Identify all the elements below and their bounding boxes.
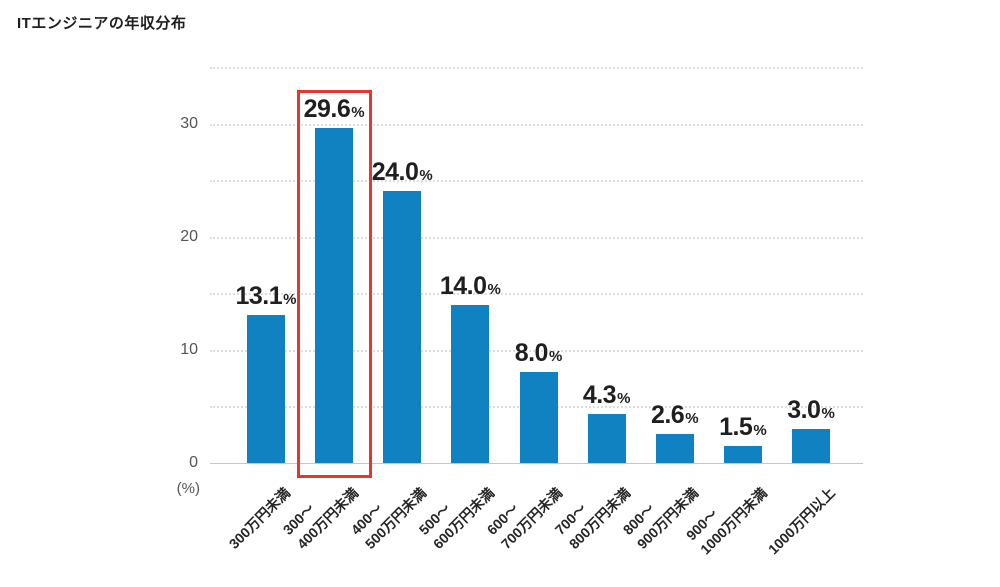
x-axis-category-label: 300〜 400万円未満 [278, 469, 362, 553]
gridline [210, 123, 863, 126]
bar-value-number: 1.5 [719, 413, 753, 442]
plot-area: (%) 0 10 20 30 13.1% 300万円未満 29.6% 300〜 400万円未満 2… [177, 67, 863, 557]
gridline [210, 236, 863, 239]
bar-value-percent-sign: % [685, 409, 699, 427]
bar-value-label: 29.6% [264, 95, 404, 127]
bar-value-number: 3.0 [787, 396, 821, 425]
gridline [210, 67, 863, 69]
y-axis-tick-label: 10 [180, 340, 198, 358]
bar [383, 191, 422, 463]
bar-value-label: 13.1% [196, 282, 336, 314]
chart-title: ITエンジニアの年収分布 [17, 15, 187, 32]
x-axis-category-label: 800〜 900万円未満 [619, 469, 703, 553]
bar-value-percent-sign: % [821, 405, 835, 423]
bar-value-number: 13.1 [235, 281, 283, 310]
x-axis-category-label: 500〜 600万円未満 [414, 469, 498, 553]
gridline [210, 349, 863, 352]
bar-value-label: 2.6% [605, 401, 745, 433]
bar-value-percent-sign: % [487, 280, 501, 298]
bar-value-percent-sign: % [419, 167, 433, 185]
bar [315, 128, 354, 463]
gridline [210, 180, 863, 183]
bar [792, 429, 830, 463]
bar-value-number: 8.0 [514, 339, 549, 368]
bar-value-number: 24.0 [371, 158, 419, 187]
bar-value-number: 4.3 [582, 381, 617, 410]
bar [723, 446, 762, 463]
highlight-box [296, 90, 372, 478]
bar-value-percent-sign: % [617, 390, 631, 408]
x-axis-category-label: 600〜 700万円未満 [482, 469, 566, 553]
bar-value-label: 8.0% [469, 339, 609, 371]
bar [587, 414, 626, 463]
bar-value-label: 14.0% [400, 272, 540, 304]
bar-value-percent-sign: % [548, 348, 563, 366]
bar-value-number: 2.6 [650, 400, 685, 429]
bar [247, 314, 285, 463]
x-axis-category-label: 400〜 500万円未満 [346, 469, 430, 553]
x-axis-category-label: 700〜 800万円未満 [551, 469, 635, 553]
bar-value-label: 1.5% [673, 413, 813, 445]
bar-value-percent-sign: % [753, 422, 767, 440]
bar-value-label: 24.0% [332, 158, 472, 190]
y-axis-tick-label: 0 [189, 454, 198, 471]
x-axis-category-label-line: 1000万円以上 [764, 484, 838, 558]
bar-value-label: 4.3% [537, 381, 677, 413]
bar-value-percent-sign: % [283, 290, 297, 308]
x-axis-category-label: 1000万円以上 [763, 483, 839, 559]
bar-value-number: 29.6 [303, 95, 351, 124]
bar [655, 433, 694, 463]
y-axis-tick-label: 20 [180, 227, 198, 245]
bar-value-number: 14.0 [439, 271, 487, 300]
y-axis-tick-label: 30 [180, 114, 198, 132]
gridline [210, 293, 863, 296]
bar [519, 372, 558, 463]
x-axis-line [210, 463, 863, 464]
x-axis-category-label: 900〜 1000万円未満 [681, 469, 771, 559]
bar-value-percent-sign: % [351, 104, 365, 122]
bar [451, 304, 490, 463]
bar-value-label: 3.0% [741, 396, 881, 428]
y-axis-unit-label: (%) [176, 480, 200, 497]
